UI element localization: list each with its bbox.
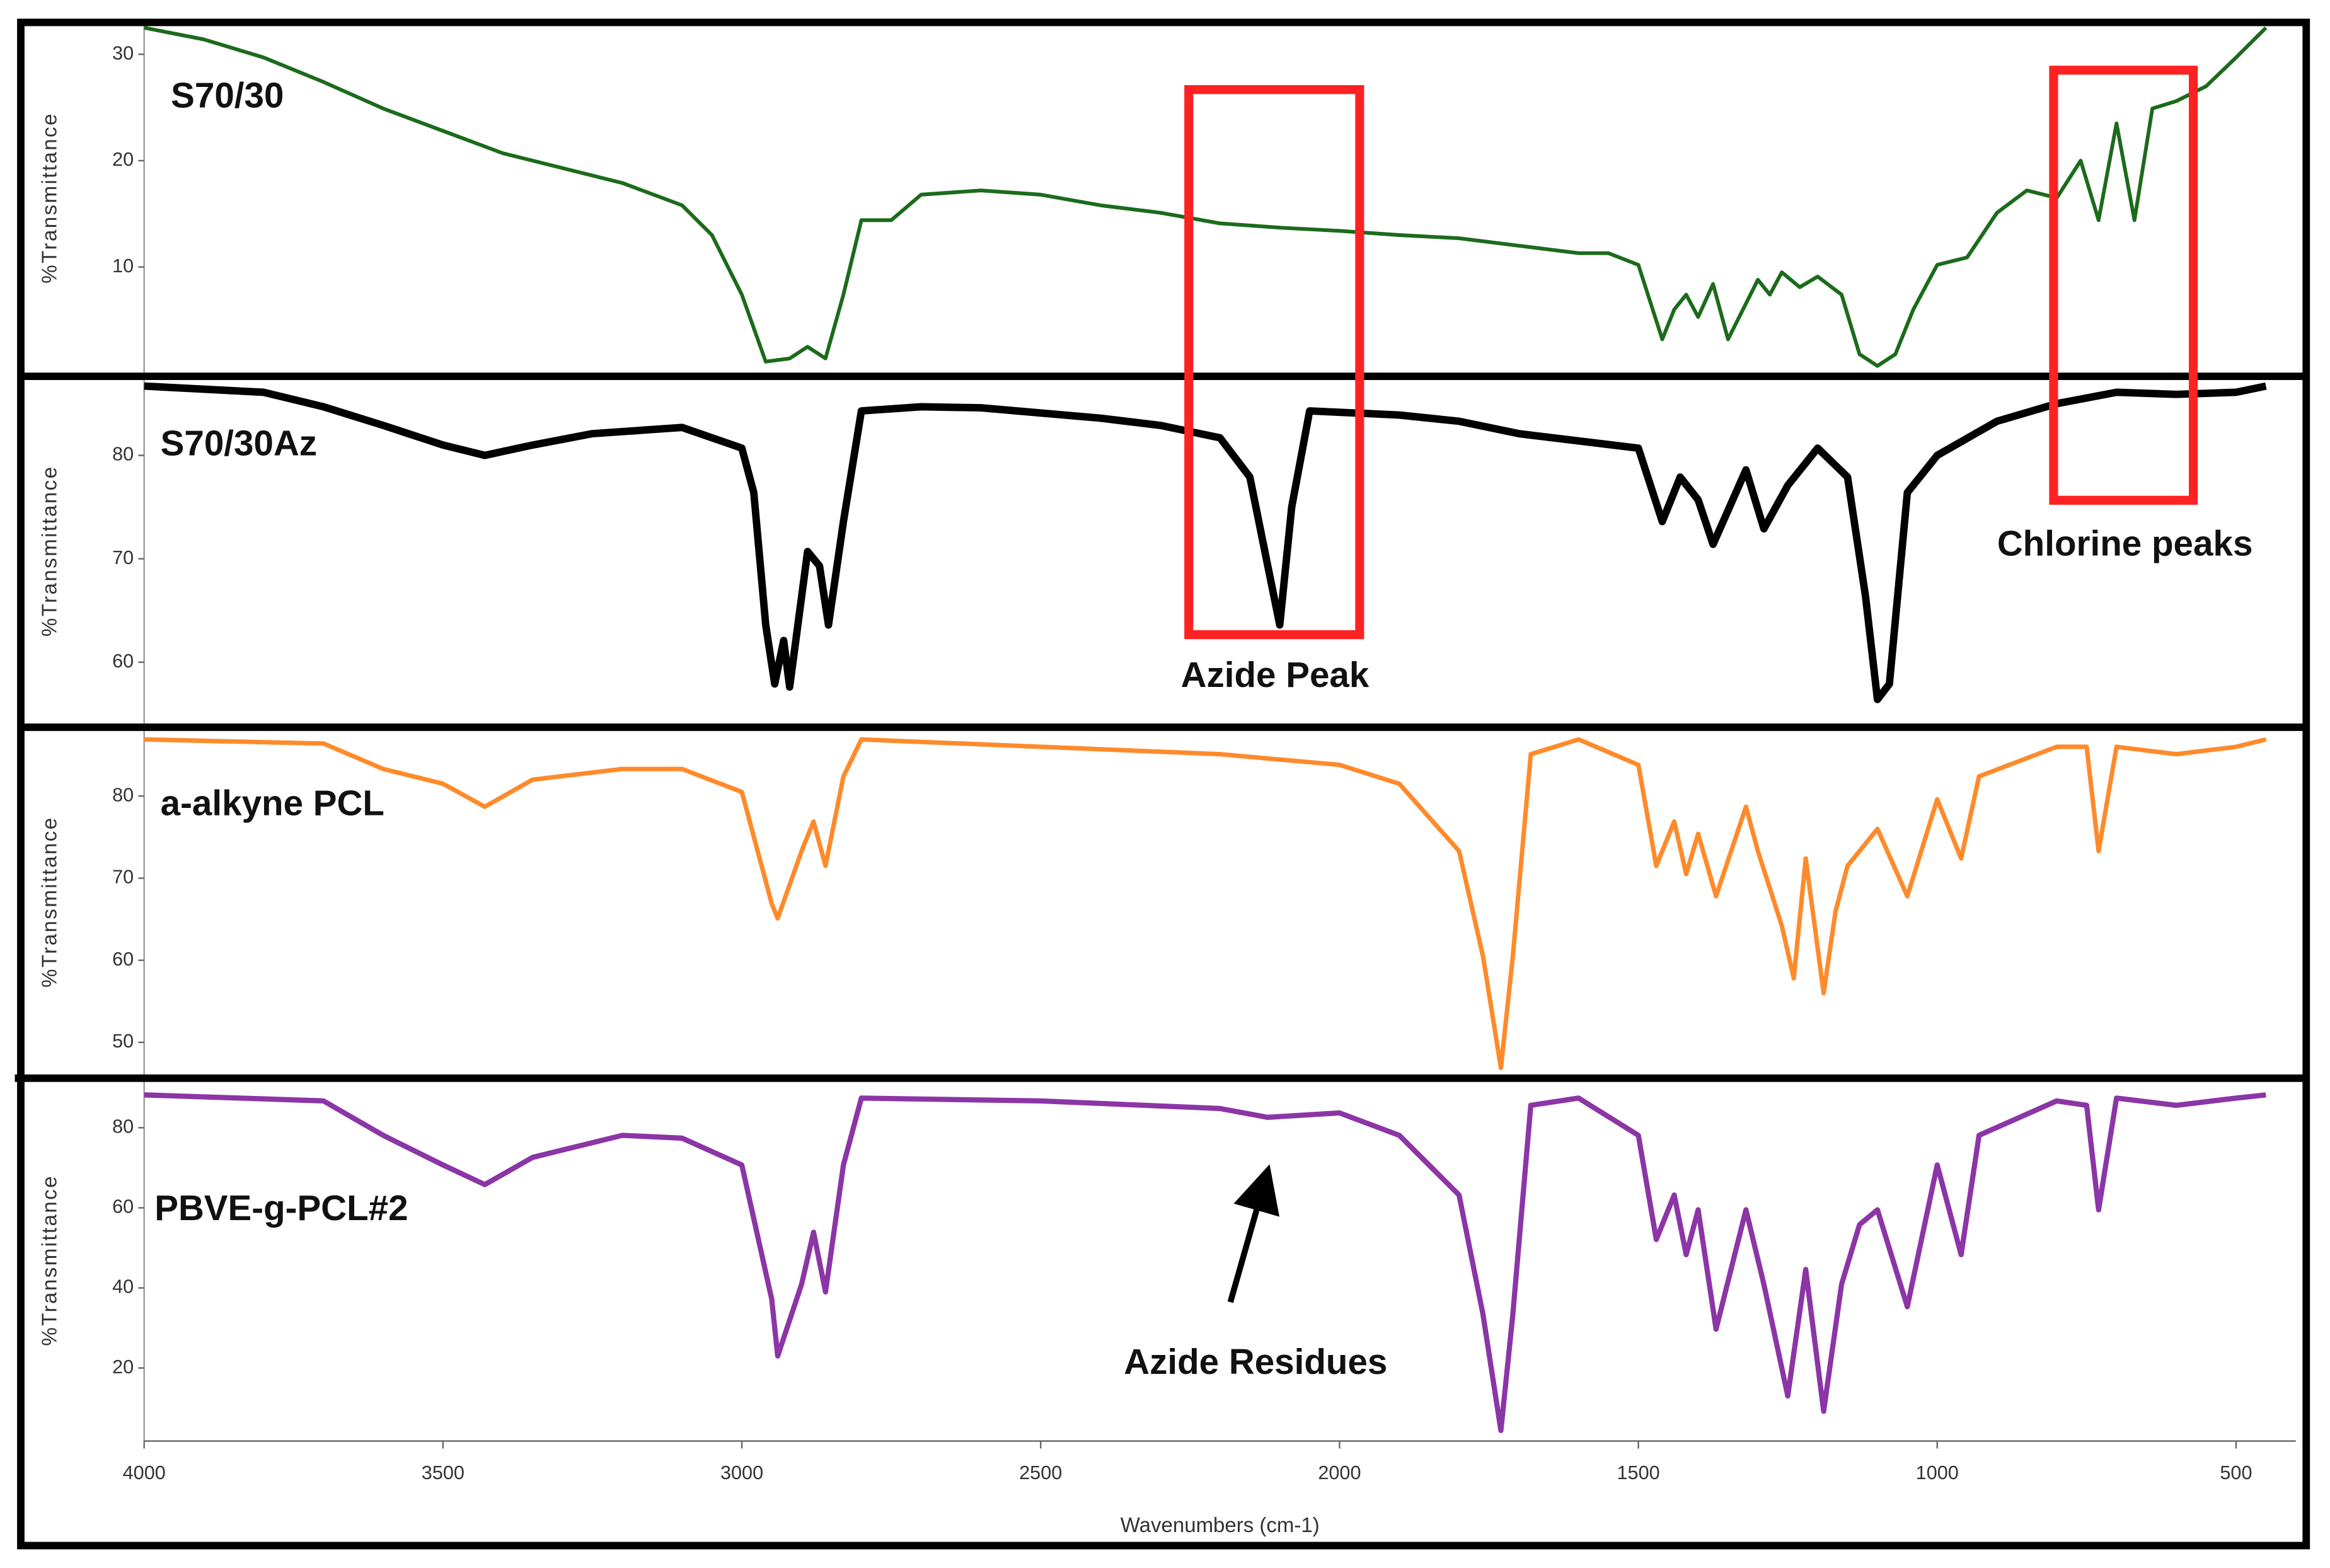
series-label: S70/30 [171, 76, 284, 115]
y-tick-label: 10 [112, 255, 134, 277]
annotation: Chlorine peaks [1997, 524, 2253, 563]
x-axis-label: Wavenumbers (cm-1) [1121, 1514, 1320, 1537]
frame [14, 18, 2310, 1550]
chlorine-box [2049, 66, 2198, 505]
y-axis-label: %Transmittance [38, 1175, 62, 1346]
spectrum-line [144, 382, 2267, 703]
y-tick-label: 80 [112, 443, 134, 465]
annotation: Azide Residues [1124, 1342, 1387, 1382]
series-label: PBVE-g-PCL#2 [154, 1189, 408, 1228]
series-label: a-alkyne PCL [161, 784, 384, 824]
y-tick-label: 60 [112, 1196, 134, 1218]
plots: 10 20 30 %Transmittance S70/30 60 70 80 %Transmi… [38, 22, 2296, 1537]
arrow [1227, 1164, 1280, 1303]
x-tick-label: 2000 [1318, 1461, 1361, 1484]
y-tick-label: 20 [112, 1356, 134, 1378]
y-tick-label: 30 [112, 42, 134, 64]
annotation: Azide Peak [1181, 655, 1370, 695]
y-tick-label: 80 [112, 783, 134, 805]
x-tick-label: 1000 [1916, 1461, 1959, 1484]
series-label: S70/30Az [161, 424, 317, 464]
y-axis-label: %Transmittance [38, 816, 62, 988]
y-tick-label: 70 [112, 546, 134, 568]
y-tick-label: 20 [112, 148, 134, 170]
spectrum-line [144, 737, 2267, 1070]
x-tick-label: 4000 [123, 1461, 166, 1484]
y-tick-label: 80 [112, 1115, 134, 1137]
y-tick-label: 50 [112, 1030, 134, 1052]
x-tick-label: 1500 [1617, 1461, 1659, 1484]
y-axis-label: %Transmittance [38, 466, 62, 637]
outer-frame [17, 18, 2310, 1550]
y-tick-label: 40 [112, 1276, 134, 1298]
y-axis-label: %Transmittance [38, 112, 62, 284]
spectrum-line [144, 1092, 2266, 1433]
azide-box [1184, 85, 1364, 640]
x-tick-label: 3000 [720, 1461, 763, 1484]
y-tick-label: 60 [112, 948, 134, 970]
x-tick-label: 2500 [1019, 1461, 1062, 1484]
x-tick-label: 500 [2220, 1461, 2252, 1484]
x-tick-label: 3500 [422, 1461, 464, 1484]
spectrum-line [144, 26, 2268, 368]
y-tick-label: 60 [112, 650, 134, 672]
y-tick-label: 70 [112, 865, 134, 887]
